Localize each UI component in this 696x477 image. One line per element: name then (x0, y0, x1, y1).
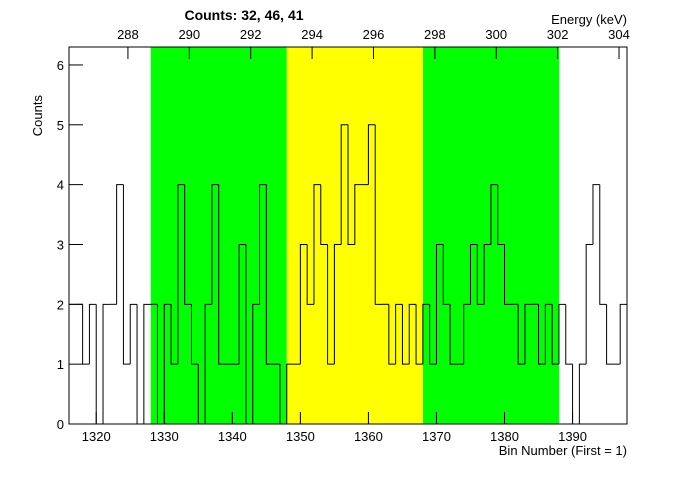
histogram-bin (190, 304, 199, 365)
histogram-bin (449, 304, 457, 365)
y-tick-label: 1 (57, 357, 64, 372)
x-tick-label: 1330 (150, 429, 179, 444)
histogram-bin (524, 303, 532, 365)
histogram-bin (565, 304, 573, 365)
histogram-bin (490, 184, 498, 245)
x2-tick-label: 294 (301, 27, 323, 42)
histogram-bin (265, 184, 274, 365)
histogram-bin (429, 304, 437, 365)
histogram-bin (592, 184, 600, 245)
histogram-bin (95, 304, 104, 425)
histogram-bin (401, 304, 410, 365)
histogram-bin (252, 303, 260, 424)
histogram-bin (408, 303, 417, 365)
histogram-bin (585, 243, 593, 365)
x-axis-label: Bin Number (First = 1) (499, 443, 627, 458)
histogram-bin (544, 303, 553, 365)
histogram-bin (504, 244, 512, 305)
x-tick-label: 1320 (82, 429, 111, 444)
histogram-bin (395, 303, 403, 365)
histogram-bin (136, 304, 144, 425)
histogram-bin (122, 184, 131, 365)
histogram-bin (538, 304, 546, 365)
histogram-bin (313, 184, 321, 305)
y-tick-label: 5 (57, 118, 64, 133)
histogram-bin (469, 243, 478, 305)
y-tick-label: 4 (57, 178, 64, 193)
x-tick-label: 1360 (354, 429, 383, 444)
histogram-bin (211, 184, 219, 305)
histogram-bin (299, 243, 308, 365)
histogram-bin (116, 184, 124, 305)
x2-tick-label: 304 (608, 27, 630, 42)
histogram-bin (259, 184, 267, 305)
histogram-bin (463, 303, 471, 365)
histogram-bin (578, 363, 587, 424)
histogram-bin (177, 184, 185, 365)
histogram-bin (238, 243, 246, 365)
histogram-bin (442, 244, 451, 305)
histogram-bin (606, 304, 614, 365)
chart-title: Counts: 32, 46, 41 (184, 7, 303, 23)
histogram-bin (143, 303, 151, 424)
x2-tick-label: 298 (424, 27, 446, 42)
histogram-bin (163, 303, 172, 424)
plot-frame (68, 46, 628, 425)
histogram-bin (204, 303, 212, 424)
histogram-bin (320, 184, 328, 245)
histogram-bin (327, 244, 335, 365)
histogram-bin (388, 304, 396, 365)
histogram-bin (483, 243, 491, 305)
x2-tick-label: 302 (547, 27, 569, 42)
x2-tick-label: 288 (117, 27, 139, 42)
histogram-bin (102, 303, 110, 424)
histogram-bin (572, 364, 580, 425)
x-tick-label: 1390 (558, 429, 587, 444)
histogram-bin (340, 124, 348, 245)
x-tick-label: 1370 (422, 429, 451, 444)
histogram-bin (599, 184, 607, 305)
histogram-bin (367, 124, 376, 185)
histogram-bin (170, 304, 178, 365)
histogram-bin (88, 303, 97, 365)
histogram-bin (347, 124, 355, 245)
histogram-bin (422, 303, 430, 365)
histogram-bin (497, 184, 505, 245)
y-axis-label: Counts (30, 95, 45, 137)
histogram-bin (476, 244, 485, 305)
y-tick-label: 3 (57, 237, 64, 252)
x2-tick-label: 290 (178, 27, 200, 42)
y-tick-label: 0 (57, 417, 64, 432)
histogram-bin (619, 303, 628, 424)
histogram-bin (354, 184, 362, 245)
y-tick-label: 2 (57, 297, 64, 312)
histogram-bin (517, 304, 525, 365)
histogram-bin (558, 303, 566, 365)
x-tick-label: 1380 (490, 429, 519, 444)
x2-axis-label: Energy (keV) (551, 12, 627, 27)
x-tick-label: 1340 (218, 429, 247, 444)
histogram-bin (218, 184, 226, 365)
histogram-bin (333, 243, 342, 365)
histogram-bin (374, 124, 383, 305)
histogram-bin (82, 304, 90, 365)
histogram-bin (129, 303, 138, 365)
x2-tick-label: 296 (363, 27, 385, 42)
histogram-bin (435, 243, 444, 365)
histogram-bin (415, 304, 423, 365)
x2-tick-label: 300 (485, 27, 507, 42)
histogram-bin (551, 304, 559, 365)
x2-tick-label: 292 (240, 27, 262, 42)
y-tick-label: 6 (57, 58, 64, 73)
x-tick-label: 1350 (286, 429, 315, 444)
histogram-bin (286, 363, 294, 424)
histogram-bin (306, 244, 314, 305)
histogram-bin (184, 184, 192, 305)
